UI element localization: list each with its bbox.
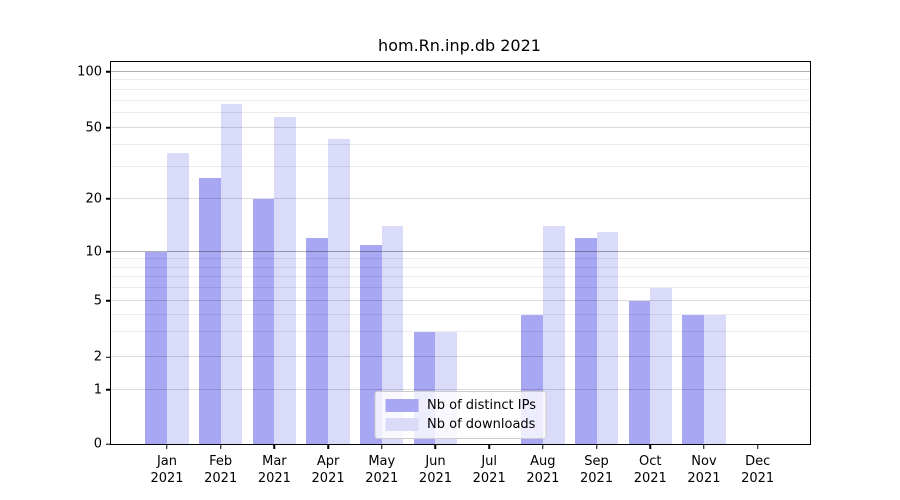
gridline-y-40 bbox=[111, 143, 810, 145]
x-tick-mark bbox=[273, 444, 276, 449]
y-tick-label: 0 bbox=[93, 436, 102, 452]
x-tick-mark bbox=[166, 444, 168, 449]
gridline-y-9 bbox=[111, 258, 810, 260]
plot-area: 0 1 2 5 10 20 50 100 Jan 2021 Feb 2021 Mar 2021 Apr 202… bbox=[77, 61, 811, 486]
y-tick-label: 100 bbox=[77, 64, 102, 80]
x-tick-mark bbox=[649, 444, 651, 449]
x-tick-mark bbox=[327, 444, 329, 449]
gridline-y-8 bbox=[111, 266, 810, 268]
gridline-y-2 bbox=[111, 356, 810, 358]
x-tick-label-oct: Oct 2021 bbox=[633, 454, 667, 486]
legend-label: Nb of distinct IPs bbox=[427, 398, 536, 413]
bar-distinct-ips bbox=[252, 198, 275, 444]
gridline-y-60 bbox=[111, 112, 810, 113]
x-tick-label-may: May 2021 bbox=[365, 454, 399, 486]
bar-downloads bbox=[166, 153, 189, 444]
x-tick-mark bbox=[703, 444, 705, 449]
x-tick-mark bbox=[488, 444, 490, 449]
legend-swatch bbox=[385, 399, 419, 412]
x-tick-label-jan: Jan 2021 bbox=[150, 454, 184, 486]
x-tick-mark bbox=[434, 444, 437, 449]
x-tick-mark bbox=[381, 444, 383, 449]
y-tick-mark bbox=[106, 300, 111, 302]
bar-downloads bbox=[381, 226, 404, 444]
gridline-y-3 bbox=[111, 331, 810, 333]
gridline-y-30 bbox=[111, 166, 810, 168]
gridline-y-70 bbox=[111, 99, 810, 101]
y-tick-mark bbox=[106, 126, 111, 129]
bar-downloads bbox=[274, 117, 297, 444]
chart-title: hom.Rn.inp.db 2021 bbox=[378, 36, 541, 55]
gridline-y-100 bbox=[111, 70, 810, 72]
y-tick-label: 5 bbox=[93, 293, 102, 309]
x-tick-mark bbox=[542, 444, 544, 449]
bar-downloads bbox=[220, 104, 243, 444]
bar-distinct-ips bbox=[306, 237, 329, 444]
legend-item: Nb of distinct IPs bbox=[385, 399, 536, 412]
x-tick-mark bbox=[595, 444, 598, 449]
gridline-y-5 bbox=[111, 299, 810, 301]
legend-label: Nb of downloads bbox=[427, 417, 536, 432]
bar-distinct-ips bbox=[628, 300, 651, 444]
gridline-y-1 bbox=[111, 388, 810, 390]
y-tick-mark bbox=[106, 389, 111, 391]
bar-downloads bbox=[596, 231, 619, 444]
bar-distinct-ips bbox=[198, 178, 221, 444]
x-tick-label-mar: Mar 2021 bbox=[257, 454, 291, 486]
legend-item: Nb of downloads bbox=[385, 418, 536, 431]
y-tick-mark bbox=[106, 197, 111, 200]
y-tick-mark bbox=[106, 251, 111, 253]
x-tick-label-aug: Aug 2021 bbox=[526, 454, 560, 486]
y-tick-mark bbox=[106, 356, 111, 359]
y-tick-mark bbox=[106, 443, 111, 445]
y-tick-label: 10 bbox=[85, 244, 102, 260]
x-tick-label-jun: Jun 2021 bbox=[418, 454, 453, 486]
gridline-y-7 bbox=[111, 276, 810, 278]
legend-swatch bbox=[385, 418, 419, 431]
y-tick-label: 2 bbox=[93, 349, 102, 365]
bar-distinct-ips bbox=[145, 251, 167, 444]
bar-downloads bbox=[650, 287, 672, 444]
gridline-y-90 bbox=[111, 79, 810, 81]
gridline-y-4 bbox=[111, 313, 810, 315]
gridline-y-20 bbox=[111, 197, 810, 199]
x-tick-label-dec: Dec 2021 bbox=[741, 454, 775, 486]
y-tick-label: 50 bbox=[85, 120, 102, 136]
x-tick-mark bbox=[756, 444, 759, 449]
x-tick-label-apr: Apr 2021 bbox=[311, 454, 345, 486]
legend: Nb of distinct IPs Nb of downloads bbox=[374, 391, 547, 439]
gridline-y-50 bbox=[111, 126, 810, 128]
x-tick-label-sep: Sep 2021 bbox=[580, 454, 614, 486]
gridline-y-6 bbox=[111, 286, 810, 288]
y-tick-mark bbox=[106, 71, 111, 73]
bar-downloads bbox=[703, 314, 726, 444]
x-tick-label-nov: Nov 2021 bbox=[687, 454, 721, 486]
bar-downloads bbox=[328, 139, 350, 444]
gridline-y-80 bbox=[111, 88, 810, 90]
x-tick-mark bbox=[219, 444, 222, 449]
bar-distinct-ips bbox=[574, 237, 597, 444]
bar-distinct-ips bbox=[682, 314, 704, 444]
gridline-y-10 bbox=[111, 250, 810, 252]
y-tick-label: 1 bbox=[93, 382, 102, 398]
y-tick-label: 20 bbox=[85, 191, 102, 207]
bar-downloads bbox=[542, 226, 565, 444]
x-tick-label-feb: Feb 2021 bbox=[204, 454, 238, 486]
x-tick-label-jul: Jul 2021 bbox=[472, 454, 506, 486]
